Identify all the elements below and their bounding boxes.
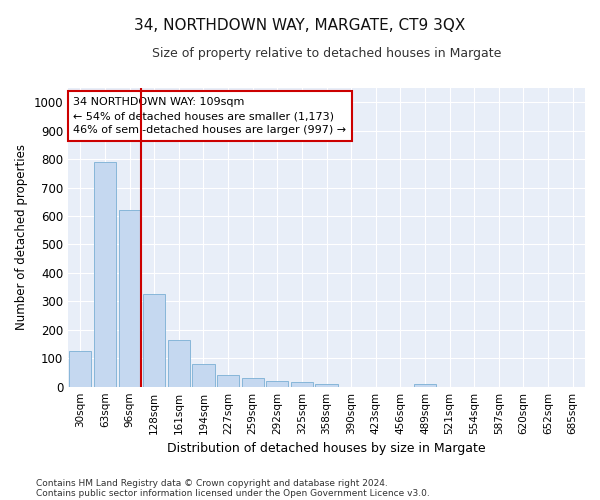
Text: Contains HM Land Registry data © Crown copyright and database right 2024.: Contains HM Land Registry data © Crown c… (36, 478, 388, 488)
Bar (143, 294, 165, 386)
Bar (94, 162, 116, 386)
Y-axis label: Number of detached properties: Number of detached properties (15, 144, 28, 330)
Text: Contains public sector information licensed under the Open Government Licence v3: Contains public sector information licen… (36, 488, 430, 498)
Bar (119, 210, 140, 386)
Bar (266, 381, 289, 386)
Title: Size of property relative to detached houses in Margate: Size of property relative to detached ho… (152, 48, 501, 60)
Bar (242, 378, 264, 386)
Bar (193, 364, 215, 386)
Text: 34 NORTHDOWN WAY: 109sqm
← 54% of detached houses are smaller (1,173)
46% of sem: 34 NORTHDOWN WAY: 109sqm ← 54% of detach… (73, 97, 346, 135)
Bar (414, 384, 436, 386)
X-axis label: Distribution of detached houses by size in Margate: Distribution of detached houses by size … (167, 442, 486, 455)
Bar (168, 340, 190, 386)
Bar (69, 351, 91, 386)
Bar (316, 384, 338, 386)
Text: 34, NORTHDOWN WAY, MARGATE, CT9 3QX: 34, NORTHDOWN WAY, MARGATE, CT9 3QX (134, 18, 466, 32)
Bar (217, 376, 239, 386)
Bar (291, 382, 313, 386)
